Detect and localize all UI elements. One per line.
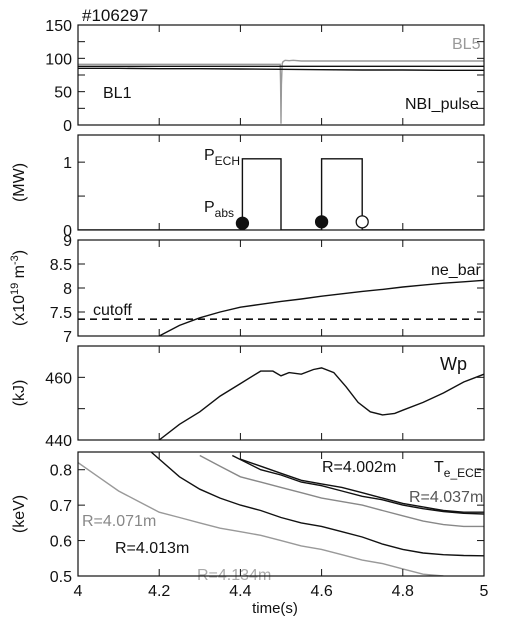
x-tick-label: 4 — [74, 583, 83, 600]
label-cutoff: cutoff — [93, 302, 132, 319]
x-tick-label: 4.4 — [229, 583, 251, 600]
y-tick-label: 460 — [45, 370, 72, 387]
y-tick-label: 150 — [45, 18, 72, 35]
y-tick-label: 440 — [45, 433, 72, 450]
series-r-4-013m — [150, 452, 484, 557]
panel-5-ylabel: (keV) — [11, 495, 28, 533]
label-r4071: R=4.071m — [82, 513, 156, 530]
series-ne-bar — [158, 279, 484, 336]
x-axis-label: time(s) — [252, 600, 298, 617]
p-ech-sub: ECH — [215, 154, 240, 168]
y-tick-label: 0.6 — [50, 534, 72, 551]
x-tick-label: 5 — [480, 583, 489, 600]
panel-2-ylabel: (MW) — [11, 163, 28, 202]
y-tick-label: 0 — [63, 118, 72, 135]
p-abs-sub: abs — [215, 206, 234, 220]
y-tick-label: 9 — [63, 233, 72, 250]
label-r4013: R=4.013m — [115, 540, 189, 557]
panel-4-ylabel: (kJ) — [11, 380, 28, 407]
y-tick-label: 100 — [45, 51, 72, 68]
series-p-ech — [78, 158, 484, 230]
series-bl5 — [78, 59, 484, 124]
label-bl1: BL1 — [103, 85, 132, 102]
series-r-4-071m — [199, 454, 484, 528]
panels: 0 50 100 150 0 1 (MW) 7 7.5 8 8.5 9 (x1019 m-3) 440 46… — [9, 18, 489, 600]
label-nbi-pulse: NBI_pulse — [405, 96, 479, 113]
label-bl5: BL5 — [452, 36, 481, 53]
p-ech-main: P — [204, 147, 215, 164]
y-tick-label: 7.5 — [50, 305, 72, 322]
panel-5-frame — [77, 451, 485, 577]
label-p-abs: Pabs — [204, 199, 234, 220]
x-tick-label: 4.8 — [392, 583, 414, 600]
label-r4002: R=4.002m — [322, 459, 396, 476]
panel-3-ylabel: (x1019 m-3) — [9, 250, 28, 326]
panel-3-frame — [77, 239, 485, 337]
series-r-4-037m — [231, 454, 484, 515]
label-wp: Wp — [440, 354, 467, 374]
y-tick-label: 0.7 — [50, 498, 72, 515]
te-ece-main: T — [434, 459, 444, 476]
y-tick-label: 8.5 — [50, 257, 72, 274]
label-ne-bar: ne_bar — [431, 262, 481, 279]
abs-marker-3 — [355, 215, 369, 229]
y-tick-label: 8 — [63, 281, 72, 298]
y-tick-label: 0 — [63, 223, 72, 240]
abs-marker-1 — [235, 216, 250, 230]
panel-2-frame — [77, 134, 485, 231]
y-tick-label: 0.8 — [50, 463, 72, 480]
label-r4037: R=4.037m — [409, 489, 483, 506]
x-tick-label: 4.6 — [310, 583, 332, 600]
panel-4-frame — [77, 345, 485, 441]
shot-number: #106297 — [82, 6, 148, 25]
series-bl1 — [78, 67, 484, 72]
series-r-4-002m — [240, 458, 484, 513]
y-tick-label: 7 — [63, 329, 72, 346]
x-tick-label: 4.2 — [148, 583, 170, 600]
label-te-ece: Te_ECE — [434, 459, 482, 480]
label-p-ech: PECH — [204, 147, 240, 168]
y-tick-label: 0.5 — [50, 569, 72, 586]
y-tick-label: 50 — [54, 85, 72, 102]
series-wp — [158, 367, 484, 440]
p-abs-main: P — [204, 199, 215, 216]
series-r-4-134m — [78, 462, 444, 576]
te-ece-sub: e_ECE — [444, 466, 482, 480]
y-tick-label: 1 — [63, 155, 72, 172]
